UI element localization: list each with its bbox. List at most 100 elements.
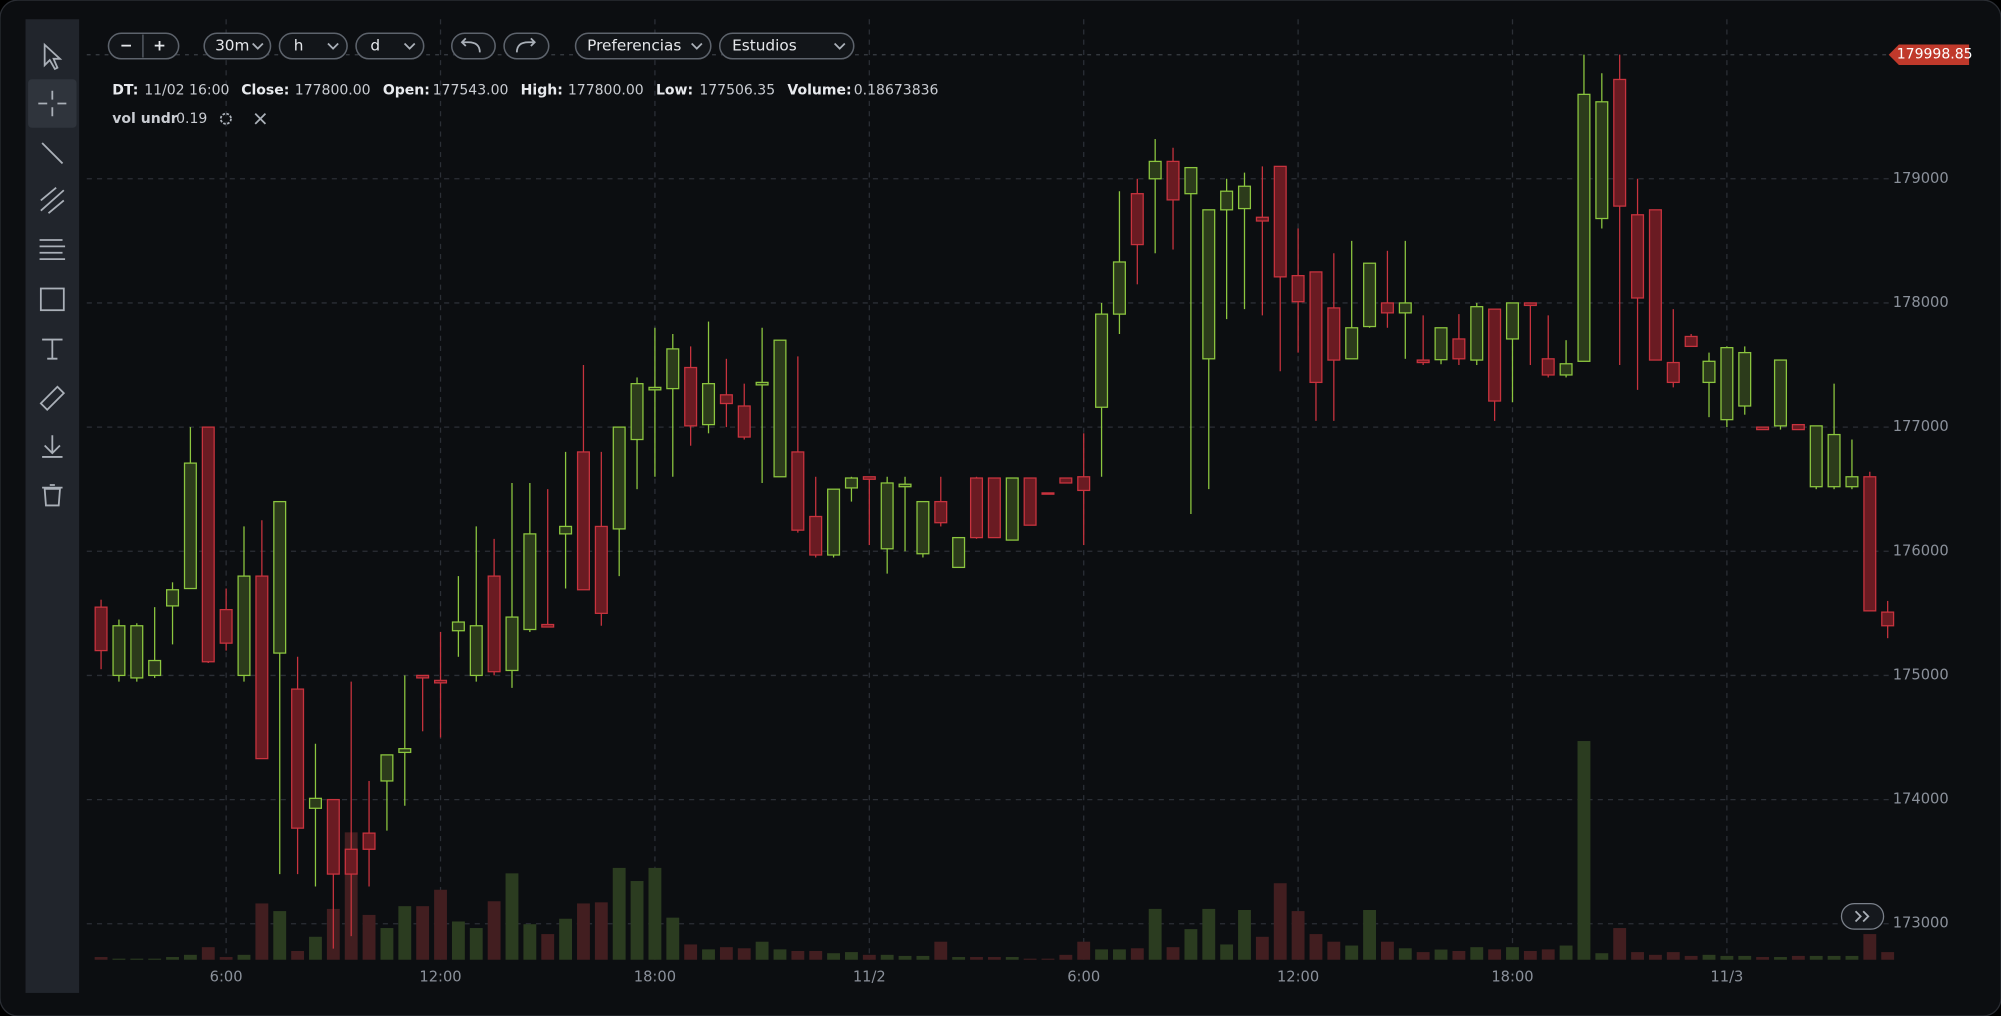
volume-bar [1416, 952, 1430, 960]
volume-bar [201, 947, 215, 960]
candle-body [630, 383, 644, 441]
volume-bar [94, 957, 108, 960]
candle-body [1505, 302, 1520, 340]
volume-bar [1488, 949, 1502, 960]
candle-body [1309, 271, 1323, 384]
redo[interactable] [503, 32, 550, 60]
volume-bar [1523, 951, 1537, 960]
fib-tool[interactable] [39, 239, 66, 261]
candle-body [451, 621, 465, 632]
volume-bar [791, 951, 805, 960]
volume-bar [577, 903, 590, 960]
volume-bar [1827, 955, 1841, 960]
volume-bar [1470, 947, 1484, 960]
hour-text: h [294, 37, 304, 55]
info-value: 177506.35 [699, 83, 775, 99]
candle-body [1827, 433, 1841, 488]
volume-bar [1666, 952, 1680, 960]
info-value: 177800.00 [295, 83, 371, 99]
volume-bar [1273, 883, 1287, 960]
volume-bar [219, 957, 233, 960]
volume-bar [1309, 934, 1323, 960]
y-tick-label: 174000 [1893, 791, 1949, 808]
candle-body [594, 525, 608, 614]
candle-body [1648, 209, 1662, 361]
crosshair-tool[interactable] [38, 90, 67, 117]
y-tick-label: 176000 [1893, 542, 1949, 559]
info-value: 177800.00 [568, 83, 644, 99]
text-tool[interactable] [42, 338, 63, 360]
volume-bar [1809, 955, 1823, 960]
candle-body [1005, 477, 1019, 541]
volume-bar [737, 948, 751, 960]
volume-bar [1559, 945, 1573, 960]
volume-bar [970, 957, 983, 960]
volume-bar [630, 881, 644, 960]
candle-body [1702, 360, 1716, 384]
hour-select[interactable] [278, 32, 348, 60]
zoom-out[interactable]: − [120, 37, 133, 55]
volume-bar [416, 906, 430, 960]
volume-bar [1327, 941, 1341, 960]
candle-body [1291, 274, 1305, 303]
volume-bar [827, 953, 841, 960]
candle-body [1112, 261, 1126, 315]
candle-body [791, 451, 805, 531]
candle-body [1434, 327, 1448, 361]
day-select[interactable] [355, 32, 425, 60]
indicator-name: vol undr [112, 111, 177, 127]
indicator-settings[interactable] [219, 112, 232, 125]
volume-bar [1380, 941, 1394, 960]
line-tool[interactable] [41, 142, 64, 165]
candle-body [1845, 476, 1859, 488]
candle-body [1059, 477, 1073, 484]
volume-bar [1059, 954, 1073, 960]
info-value: 11/02 16:00 [144, 83, 229, 99]
channel-tool[interactable] [40, 187, 65, 214]
scroll-end-icon [1854, 910, 1870, 923]
indicator-close[interactable] [254, 113, 267, 125]
preferences-menu[interactable] [574, 32, 712, 60]
ruler-tool[interactable] [39, 385, 66, 411]
x-tick-label: 6:00 [210, 969, 243, 986]
volume-bar [987, 957, 1001, 960]
volume-bar [1166, 947, 1180, 960]
studies-text: Estudios [732, 37, 797, 55]
volume-bar [559, 918, 573, 960]
candle-body [94, 606, 108, 652]
x-tick-label: 6:00 [1067, 969, 1100, 986]
chevron [327, 42, 339, 50]
volume-bar [1881, 952, 1895, 960]
zoom-in[interactable]: + [153, 37, 166, 55]
trash-tool[interactable] [42, 484, 63, 507]
volume-bar [1184, 929, 1198, 960]
candle-body [1559, 363, 1573, 376]
candle-body [1273, 165, 1287, 278]
rectangle-tool[interactable] [39, 287, 65, 312]
volume-bar [719, 947, 733, 960]
undo[interactable] [450, 32, 496, 60]
volume-bar [523, 924, 537, 960]
volume-bar [934, 941, 948, 960]
candle-body [523, 533, 537, 631]
volume-bar [1506, 947, 1519, 960]
candle-body [1809, 425, 1823, 488]
candle-body [1023, 477, 1037, 526]
chevron [691, 42, 703, 50]
studies-menu[interactable] [718, 32, 855, 60]
candle-body [1631, 214, 1645, 299]
info-label: DT: [112, 83, 138, 99]
volume-bar [648, 867, 662, 960]
volume-bar [1255, 936, 1269, 960]
candle-body [1470, 306, 1484, 361]
download-tool[interactable] [42, 435, 63, 458]
scroll-end-button[interactable] [1840, 902, 1885, 930]
scroll-end-bg[interactable] [1840, 902, 1885, 930]
volume-bar [612, 867, 626, 960]
info-value: 0.18673836 [854, 83, 939, 99]
pointer-tool[interactable] [43, 42, 63, 71]
candle-body [576, 451, 590, 591]
candle-body [469, 625, 483, 677]
interval-select[interactable] [203, 32, 272, 60]
